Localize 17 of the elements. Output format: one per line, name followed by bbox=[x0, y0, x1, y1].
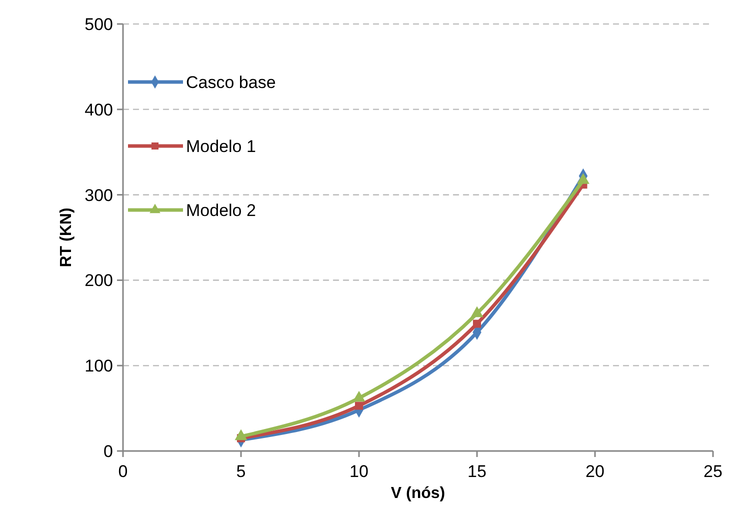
legend-label: Modelo 2 bbox=[186, 201, 256, 220]
y-tick-label: 300 bbox=[84, 186, 113, 205]
x-tick-label: 0 bbox=[118, 462, 128, 481]
y-tick-label: 200 bbox=[84, 271, 113, 290]
x-tick-label: 25 bbox=[704, 462, 722, 481]
y-tick-label: 0 bbox=[104, 442, 113, 461]
legend-label: Modelo 1 bbox=[186, 137, 256, 156]
legend-label: Casco base bbox=[186, 73, 276, 92]
x-tick-label: 5 bbox=[236, 462, 246, 481]
x-tick-label: 20 bbox=[586, 462, 604, 481]
y-axis-title: RT (KN) bbox=[58, 208, 75, 268]
y-tick-label: 400 bbox=[84, 100, 113, 120]
y-tick-label: 500 bbox=[84, 15, 113, 34]
y-tick-label: 100 bbox=[84, 356, 113, 376]
x-tick-label: 10 bbox=[350, 462, 368, 481]
x-axis-title: V (nós) bbox=[390, 485, 446, 502]
x-tick-label: 15 bbox=[468, 462, 486, 481]
